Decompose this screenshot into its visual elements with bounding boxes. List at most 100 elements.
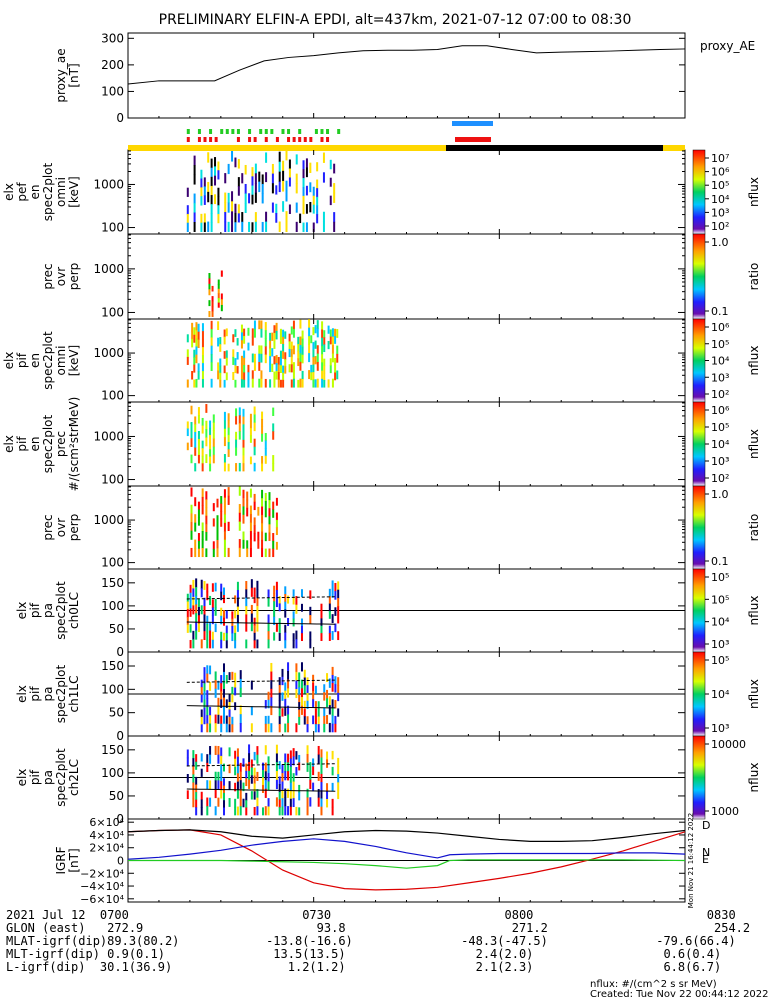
ylabel-elx_pif_pa_spec2plot_ch2LC: spec2plot xyxy=(54,748,68,807)
spectrogram-cell xyxy=(242,531,245,541)
spectrogram-cell xyxy=(312,682,315,692)
spectrogram-cell xyxy=(240,340,243,349)
spectrogram-cell xyxy=(316,361,319,371)
ylabel-elx_pif_pa_spec2plot_ch2LC: pa xyxy=(41,770,55,785)
spectrogram-cell xyxy=(186,774,189,783)
spectrogram-cell xyxy=(323,337,326,345)
spectrogram-cell xyxy=(320,633,323,641)
spectrogram-cell xyxy=(238,407,241,416)
spectrogram-cell xyxy=(251,336,254,346)
spectrogram-cell xyxy=(222,697,225,707)
ylabel-elx_pif_en_spec2plot_omni: [keV] xyxy=(67,345,81,376)
spectrogram-cell xyxy=(201,323,204,332)
spectrogram-cell xyxy=(249,435,252,443)
ylabel-elx_pif_en_spec2plot_omni: en xyxy=(28,353,42,368)
spectrogram-cell xyxy=(320,798,323,808)
spectrogram-cell xyxy=(251,167,254,177)
spectrogram-cell xyxy=(328,696,331,706)
spectrogram-cell xyxy=(217,680,220,690)
spectrogram-cell xyxy=(323,684,326,693)
spectrogram-cell xyxy=(201,363,204,372)
spectrogram-cell xyxy=(247,379,250,388)
spectrogram-cell xyxy=(312,186,315,197)
spectrogram-cell xyxy=(303,708,306,717)
spectrogram-cell xyxy=(232,371,235,381)
spectrogram-cell xyxy=(331,707,334,717)
spectrogram-cell xyxy=(194,431,197,441)
spectrogram-cell xyxy=(316,328,319,338)
spectrogram-cell xyxy=(299,353,302,363)
status-bar-green xyxy=(231,129,235,134)
spectrogram-cell xyxy=(258,353,261,363)
spectrogram-cell xyxy=(193,327,196,336)
spectrogram-cell xyxy=(253,328,256,338)
spectrogram-cell xyxy=(256,622,259,632)
spectrogram-cell xyxy=(248,762,251,772)
status-bar-green xyxy=(236,129,240,134)
spectrogram-cell xyxy=(264,723,267,733)
spectrogram-cell xyxy=(300,705,303,715)
spectrogram-cell xyxy=(241,173,244,184)
spectrogram-cell xyxy=(193,212,196,223)
spectrogram-cell xyxy=(192,630,195,640)
ytick-label-elx_pef_en_spec2plot_omni: 1000 xyxy=(93,177,124,191)
spectrogram-cell xyxy=(220,293,223,300)
spectrogram-cell xyxy=(211,311,214,317)
spectrogram-cell xyxy=(261,762,264,771)
spectrogram-cell xyxy=(284,707,287,716)
spectrogram-cell xyxy=(306,753,309,764)
spectrogram-cell xyxy=(243,365,246,373)
spectrogram-cell xyxy=(337,614,340,624)
spectrogram-cell xyxy=(220,789,223,799)
spectrogram-cell xyxy=(197,339,200,349)
spectrogram-cell xyxy=(250,791,253,800)
ylabel-elx_pif_en_spec2plot_omni: omni xyxy=(54,346,68,376)
spectrogram-cell xyxy=(265,152,268,163)
spectrogram-cell xyxy=(281,692,284,701)
spectrogram-cell xyxy=(278,692,281,702)
spectrogram-cell xyxy=(225,357,228,366)
spectrogram-cell xyxy=(295,806,298,816)
spectrogram-cell xyxy=(285,150,288,161)
spectrogram-cell xyxy=(193,165,196,176)
spectrogram-cell xyxy=(329,177,332,188)
spectrogram-cell xyxy=(275,797,278,807)
spectrogram-cell xyxy=(281,789,284,799)
spectrogram-cell xyxy=(220,691,223,700)
spectrogram-cell xyxy=(209,797,212,807)
spectrogram-cell xyxy=(207,181,210,193)
spectrogram-cell xyxy=(206,690,209,700)
spectrogram-cell xyxy=(312,379,315,388)
status-bar-red xyxy=(320,137,324,142)
spectrogram-cell xyxy=(320,618,323,627)
spectrogram-cell xyxy=(195,792,198,801)
spectrogram-cell xyxy=(214,582,217,592)
spectrogram-cell xyxy=(186,379,189,388)
spectrogram-cell xyxy=(210,204,213,214)
spectrogram-cell xyxy=(333,163,336,174)
spectrogram-cell xyxy=(220,615,223,625)
spectrogram-cell xyxy=(275,779,278,790)
ylabel-elx_pef_en_spec2plot_omni: omni xyxy=(54,177,68,207)
spectrogram-cell xyxy=(210,329,213,338)
spectrogram-cell xyxy=(212,454,215,464)
ytick-label-elx_pif_pa_spec2plot_ch1LC: 50 xyxy=(109,706,124,720)
spectrogram-cell xyxy=(212,541,215,550)
spectrogram-cell xyxy=(261,418,264,427)
ylabel-elx_pif_en_spec2plot_prec: spec2plot xyxy=(41,414,55,473)
spectrogram-cell xyxy=(195,346,198,356)
spectrogram-cell xyxy=(309,182,312,193)
spectrogram-cell xyxy=(220,772,223,782)
footer-row: MLT-igrf(dip) 0.9(0.1) 13.5(13.5) 2.4(2.… xyxy=(6,947,722,961)
spectrogram-cell xyxy=(333,173,336,184)
spectrogram-cell xyxy=(327,325,330,334)
spectrogram-elx_pef_en_spec2plot_omni xyxy=(186,150,336,232)
spectrogram-cell xyxy=(275,753,278,763)
status-bar-red xyxy=(186,137,190,142)
spectrogram-cell xyxy=(250,723,253,733)
spectrogram-cell xyxy=(234,329,237,337)
spectrogram-cell xyxy=(284,366,287,374)
spectrogram-cell xyxy=(333,221,336,232)
spectrogram-cell xyxy=(326,715,329,724)
spectrogram-cell xyxy=(231,201,234,212)
